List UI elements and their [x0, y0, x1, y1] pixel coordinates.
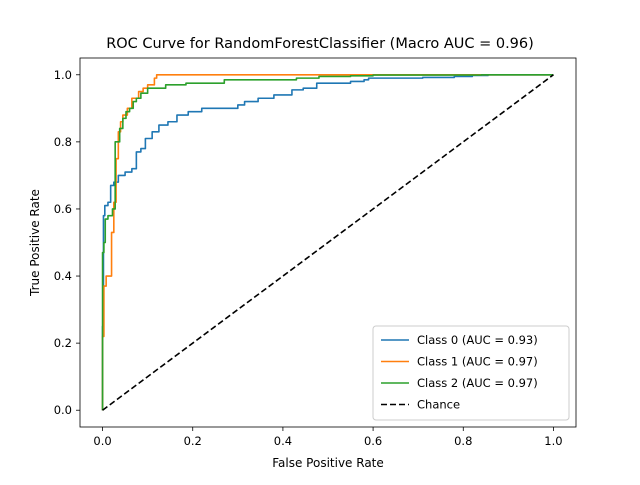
legend-label: Class 1 (AUC = 0.97)	[417, 355, 538, 369]
x-axis-label: False Positive Rate	[272, 456, 384, 470]
legend-box	[372, 325, 570, 421]
series-line-class-0	[101, 73, 554, 411]
y-tick-label: 0.8	[54, 135, 72, 149]
y-tick-label: 0.2	[54, 336, 72, 350]
y-axis-label: True Positive Rate	[28, 189, 42, 297]
x-tick-label: 0.2	[184, 434, 202, 448]
series-line-class-2	[101, 73, 554, 411]
legend-label: Class 2 (AUC = 0.97)	[417, 376, 538, 390]
x-tick-label: 0.0	[93, 434, 111, 448]
legend: Class 0 (AUC = 0.93) Class 1 (AUC = 0.97)…	[372, 325, 570, 421]
series-layer	[101, 73, 554, 411]
y-tick-label: 1.0	[54, 68, 72, 82]
y-tick-label: 0.4	[54, 269, 72, 283]
y-tick-label: 0.0	[54, 403, 72, 417]
y-axis-ticks: 0.0 0.2 0.4 0.6 0.8 1.0	[54, 68, 80, 417]
x-tick-label: 0.6	[364, 434, 382, 448]
series-line-chance	[102, 74, 554, 411]
legend-label: Class 0 (AUC = 0.93)	[417, 333, 538, 347]
plot-frame	[79, 57, 577, 428]
legend-label: Chance	[417, 398, 460, 412]
x-axis-ticks: 0.0 0.2 0.4 0.6 0.8 1.0	[93, 427, 563, 448]
chart-title: ROC Curve for RandomForestClassifier (Ma…	[106, 36, 534, 52]
x-tick-label: 1.0	[544, 434, 562, 448]
x-tick-label: 0.8	[454, 434, 472, 448]
y-tick-label: 0.6	[54, 202, 72, 216]
x-tick-label: 0.4	[274, 434, 292, 448]
